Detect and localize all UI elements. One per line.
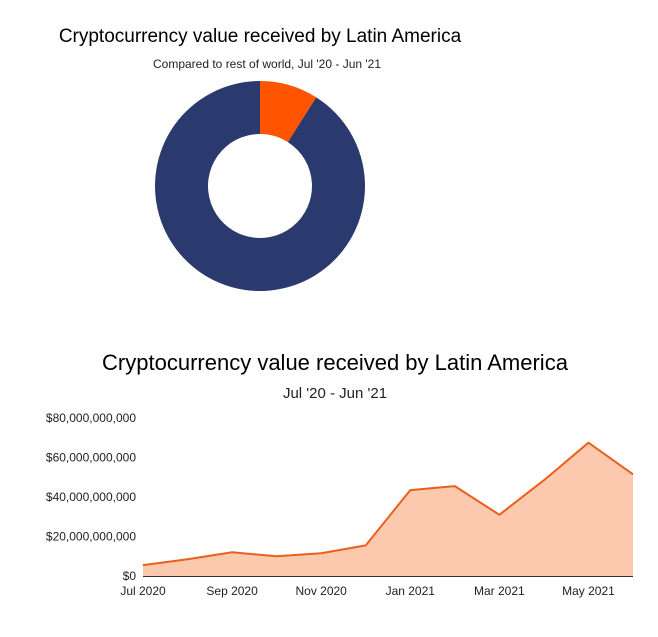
- x-tick-label: Nov 2020: [295, 584, 347, 598]
- area-chart: $0 $20,000,000,000 $40,000,000,000 $60,000,…: [46, 411, 634, 598]
- x-tick-label: Jan 2021: [386, 584, 436, 598]
- x-tick-label: Jul 2020: [120, 584, 166, 598]
- x-tick-label: May 2021: [562, 584, 615, 598]
- donut-slice-latin-america: [260, 81, 317, 143]
- donut-chart-subtitle: Compared to rest of world, Jul '20 - Jun…: [152, 57, 382, 71]
- y-tick-label: $80,000,000,000: [46, 411, 136, 425]
- series-line: [142, 441, 634, 567]
- area-chart-subtitle: Jul '20 - Jun '21: [282, 385, 388, 402]
- y-tick-label: $20,000,000,000: [46, 530, 136, 544]
- x-tick-label: Mar 2021: [474, 584, 525, 598]
- area-fill: [143, 442, 633, 576]
- y-tick-label: $60,000,000,000: [46, 451, 136, 465]
- donut-chart-title: Cryptocurrency value received by Latin A…: [58, 26, 462, 47]
- x-tick-label: Sep 2020: [206, 584, 258, 598]
- area-chart-title: Cryptocurrency value received by Latin A…: [102, 350, 568, 375]
- donut-chart: [154, 81, 365, 291]
- y-tick-label: $40,000,000,000: [46, 490, 136, 504]
- donut-slice-rest-of-world: [154, 81, 365, 291]
- y-tick-label: $0: [123, 569, 137, 583]
